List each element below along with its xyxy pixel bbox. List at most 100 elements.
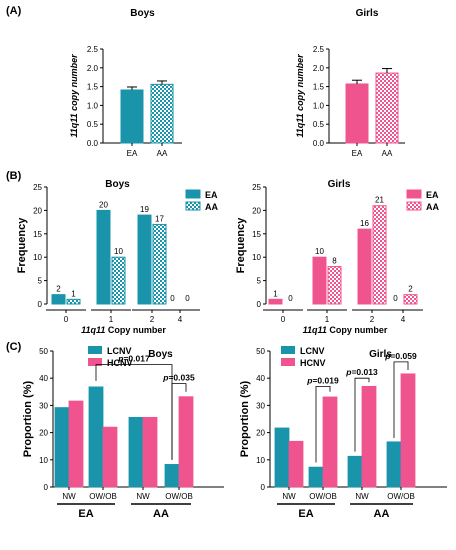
bar — [66, 298, 81, 305]
y-tick-label: 2.5 — [313, 45, 325, 54]
data-label: 17 — [155, 214, 164, 223]
x-tick-label: 2 — [370, 315, 375, 324]
bar — [120, 89, 144, 144]
legend-swatch — [406, 189, 422, 199]
x-tick-label: NW — [355, 492, 369, 501]
bar — [375, 72, 399, 144]
y-tick-label: 30 — [256, 401, 265, 410]
y-tick-label: 1.5 — [313, 83, 325, 92]
significance-bracket — [354, 377, 370, 452]
group-label: AA — [374, 508, 390, 520]
y-tick-label: 1.0 — [87, 101, 99, 110]
chart-title: Boys — [148, 349, 173, 360]
y-axis-label: 11q11 copy number — [295, 54, 305, 138]
x-tick-label: 2 — [150, 315, 155, 324]
data-label: 21 — [375, 196, 384, 205]
x-axis-label-italic: 11q11 — [81, 325, 105, 335]
y-tick-label: 30 — [39, 401, 48, 410]
y-tick-label: 10 — [256, 456, 265, 465]
legend-swatch — [281, 346, 295, 354]
p-value-number: =0.013 — [351, 367, 378, 377]
x-axis-label-italic: 11q11 — [303, 325, 327, 335]
chart-title: Girls — [369, 349, 392, 360]
bar — [274, 427, 290, 488]
chart-a-boys: 0.0 0.5 1.0 1.5 2.0 2.5 Boys EA AA 11q11 copy num… — [69, 8, 182, 158]
y-tick-label: 2.0 — [313, 64, 325, 73]
legend-swatch — [406, 201, 422, 211]
legend-label: HCNV — [300, 358, 326, 368]
panel-label-c: (C) — [6, 341, 22, 353]
x-tick-label: 1 — [109, 315, 114, 324]
y-tick-label: 50 — [39, 347, 48, 356]
y-tick-label: 0 — [257, 300, 262, 309]
y-tick-label: 10 — [252, 253, 261, 262]
data-label: 20 — [99, 200, 108, 209]
data-label: 0 — [170, 294, 175, 303]
x-tick-label: 4 — [401, 315, 406, 324]
bar — [102, 426, 118, 488]
x-tick-label: AA — [157, 149, 168, 158]
legend-label: LCNV — [300, 346, 325, 356]
bar — [386, 441, 402, 488]
p-value: p=0.059 — [384, 351, 417, 361]
significance-bracket — [315, 385, 331, 463]
bar — [288, 440, 304, 488]
x-tick-label: 4 — [178, 315, 183, 324]
bar — [403, 294, 418, 305]
legend-label: AA — [426, 202, 439, 212]
legend-label: AA — [205, 202, 218, 212]
panel-label-b: (B) — [6, 170, 22, 182]
bar — [312, 256, 327, 305]
y-tick-label: 0 — [261, 483, 266, 492]
y-tick-label: 15 — [33, 230, 42, 239]
x-tick-label: EA — [127, 149, 138, 158]
bar — [152, 223, 167, 305]
data-label: 0 — [393, 294, 398, 303]
y-tick-label: 0.0 — [313, 139, 325, 148]
y-tick-label: 20 — [33, 206, 42, 215]
data-label: 0 — [288, 294, 293, 303]
p-value: p=0.013 — [345, 367, 378, 377]
x-tick-label: 0 — [64, 315, 69, 324]
data-label: 2 — [408, 285, 413, 294]
bar — [178, 396, 194, 488]
y-axis-label: Proportion (%) — [239, 380, 251, 457]
y-tick-label: 0 — [44, 483, 49, 492]
data-label: 1 — [71, 289, 76, 298]
legend-label: LCNV — [107, 346, 132, 356]
p-value: p=0.017 — [117, 354, 150, 364]
data-label: 16 — [360, 219, 369, 228]
panel-label-a: (A) — [6, 5, 22, 17]
y-tick-label: 0.5 — [87, 120, 99, 129]
y-tick-label: 10 — [33, 253, 42, 262]
p-value: p=0.019 — [306, 375, 339, 385]
p-value-number: =0.059 — [390, 351, 417, 361]
x-axis-label: 11q11 Copy number — [303, 325, 388, 335]
bar — [322, 396, 338, 488]
bar — [347, 455, 363, 488]
chart-c-girls: 0 10 20 30 40 50 Girls Proportion (%) NW OW/OB NW O… — [239, 346, 447, 520]
legend-swatch — [281, 358, 295, 366]
group-label: EA — [78, 508, 93, 520]
chart-title: Boys — [105, 179, 130, 190]
chart-a-girls: 0.0 0.5 1.0 1.5 2.0 2.5 Girls EA AA 11q11 copy nu… — [295, 8, 405, 158]
p-value-number: =0.019 — [312, 375, 339, 385]
bar — [327, 266, 342, 305]
chart-c-boys: 0 10 20 30 40 50 Boys Proportion (%) NW OW/OB NW OW… — [22, 346, 224, 520]
bar — [150, 83, 174, 144]
bar — [361, 385, 377, 488]
legend-label: EA — [426, 190, 439, 200]
y-tick-label: 2.5 — [87, 45, 99, 54]
x-tick-label: NW — [136, 492, 150, 501]
x-tick-label: EA — [352, 149, 363, 158]
x-axis-label-rest: Copy number — [327, 325, 388, 335]
p-symbol: p — [345, 367, 351, 377]
data-label: 2 — [56, 285, 61, 294]
bar — [400, 373, 416, 488]
bar — [51, 294, 66, 305]
x-axis-label: 11q11 Copy number — [81, 325, 166, 335]
bar — [68, 400, 84, 488]
y-axis-label: Proportion (%) — [22, 380, 34, 457]
significance-bracket — [393, 361, 409, 439]
